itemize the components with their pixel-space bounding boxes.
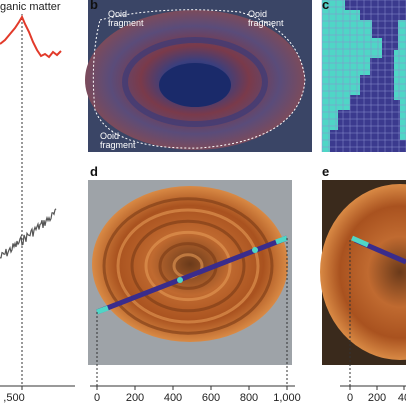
transect-end (275, 235, 288, 245)
ring (130, 219, 246, 313)
cyan-region (394, 20, 406, 140)
pixel-grid (321, 0, 406, 152)
disk (320, 184, 406, 360)
ooid-ring (122, 37, 268, 127)
tick-label: 40 (397, 392, 406, 404)
tick-label: 200 (367, 392, 387, 404)
transect-point (252, 247, 258, 253)
annotation: Ooid fragment (108, 9, 144, 28)
panel-letter: c (322, 0, 330, 12)
panel-letter: e (322, 164, 330, 179)
transect-end (96, 305, 109, 315)
disk-rings (102, 197, 274, 335)
tick-label: 200 (125, 392, 145, 404)
ring (102, 197, 274, 335)
ooid-core (159, 63, 231, 107)
panel-letter: d (90, 164, 98, 179)
annotation: Ooid fragment (100, 131, 136, 150)
transect-point (177, 277, 183, 283)
panel-letter: b (90, 0, 98, 12)
tick-label: 0 (346, 392, 354, 404)
gray-trace (0, 208, 57, 259)
red-trace (0, 14, 62, 59)
transect-end (350, 235, 370, 248)
tick-label: 0 (93, 392, 101, 404)
tick-label: 400 (163, 392, 183, 404)
trace-label: ganic matter (0, 1, 61, 13)
outline (92, 9, 306, 149)
annotation: Ooid fragment (248, 9, 284, 28)
tick-label: 1,000 (273, 392, 301, 404)
tick-label: ,500 (3, 392, 25, 404)
cyan-region (322, 0, 382, 152)
tick-label: 800 (239, 392, 259, 404)
ring (116, 208, 260, 324)
ring (144, 230, 232, 302)
axis-ticks (96, 386, 405, 390)
tick-label: 600 (201, 392, 221, 404)
